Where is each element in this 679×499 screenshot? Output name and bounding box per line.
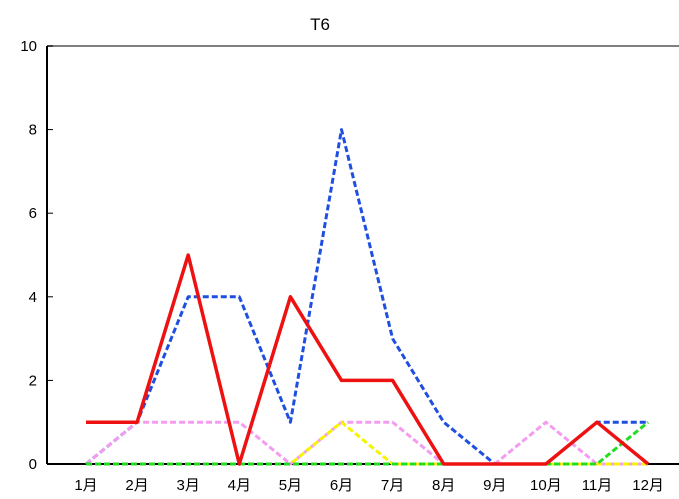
y-tick-label: 4 — [29, 289, 37, 306]
x-tick-label: 6月 — [330, 477, 353, 494]
series-line-1 — [85, 128, 649, 466]
y-tick-label: 6 — [29, 205, 37, 222]
y-tick-label: 8 — [29, 122, 37, 139]
x-tick-label: 9月 — [483, 477, 506, 494]
x-tick-label: 2月 — [125, 477, 148, 494]
y-tick-label: 2 — [29, 372, 37, 389]
series-layer — [85, 128, 650, 466]
x-tick-label: 10月 — [530, 477, 562, 494]
x-tick-label: 5月 — [279, 477, 302, 494]
x-tick-label: 4月 — [228, 477, 251, 494]
x-axis-ticks: 1月 2月 3月 4月 5月 6月 7月 8月 9月 10月 11月 12月 — [74, 477, 664, 494]
series-line-2 — [85, 420, 649, 466]
series-line-5 — [86, 253, 650, 466]
x-tick-label: 1月 — [74, 477, 97, 494]
x-tick-label: 3月 — [177, 477, 200, 494]
chart-title: T6 — [310, 15, 330, 34]
x-tick-label: 11月 — [582, 477, 613, 494]
y-tick-label: 10 — [20, 38, 37, 55]
y-tick-label: 0 — [29, 456, 37, 473]
x-tick-label: 7月 — [381, 477, 404, 494]
series-line-3 — [86, 420, 649, 466]
x-tick-label: 8月 — [432, 477, 455, 494]
x-tick-label: 12月 — [632, 477, 664, 494]
series-line-4 — [86, 421, 650, 466]
y-axis-ticks: 0 2 4 6 8 10 — [20, 38, 53, 473]
